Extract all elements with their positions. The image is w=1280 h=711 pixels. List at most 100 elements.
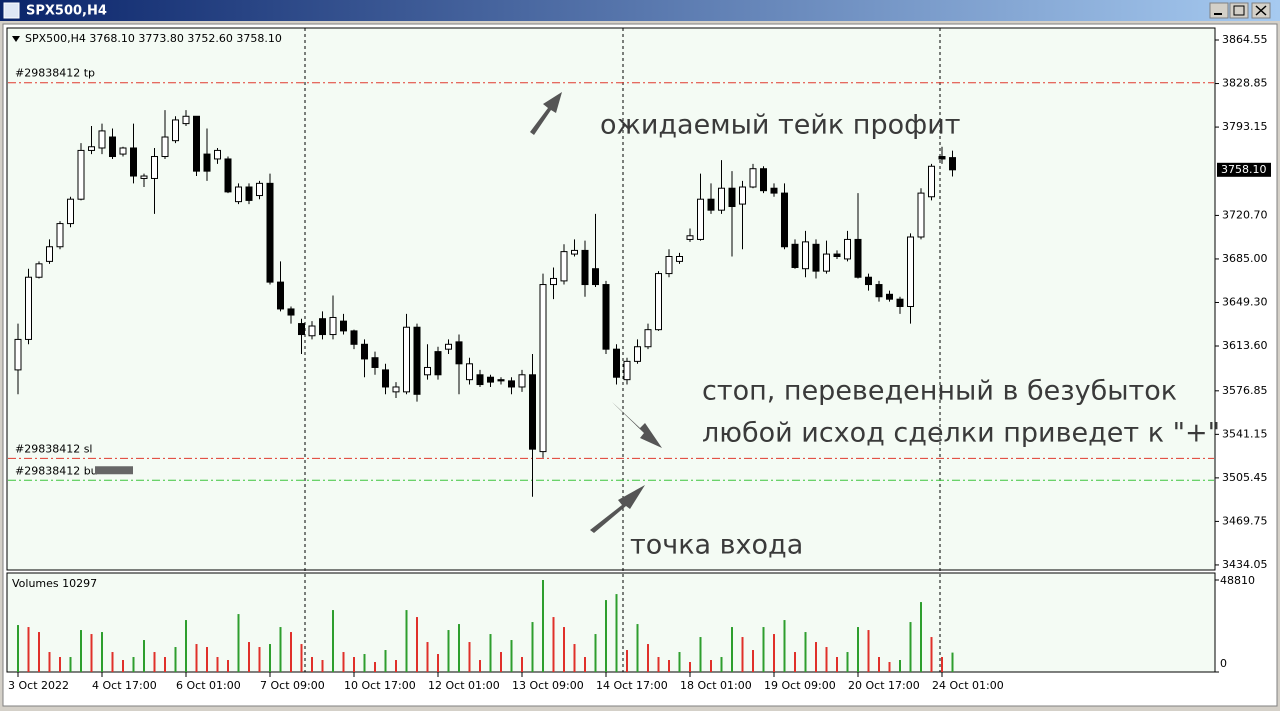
candle-body [77, 149, 85, 200]
volume-bar [647, 644, 649, 672]
candle-body [56, 223, 64, 248]
volume-bar [836, 657, 838, 672]
volume-bar [363, 654, 366, 672]
volume-bar [195, 644, 198, 672]
volume-bar [752, 650, 754, 672]
candle-body [928, 165, 935, 198]
redacted-label [95, 466, 133, 475]
candle-body [781, 192, 788, 248]
candle-body [812, 243, 820, 272]
volume-bar [510, 640, 513, 672]
volume-bar [332, 610, 334, 672]
minimize-button[interactable] [1209, 2, 1229, 19]
x-tick-label: 4 Oct 17:00 [92, 679, 157, 692]
x-tick-label: 6 Oct 01:00 [176, 679, 241, 692]
volume-bar [342, 652, 345, 672]
candle-body [182, 115, 190, 125]
candle-body [550, 277, 557, 286]
level-label: #29838412 tp [15, 67, 95, 80]
volume-bar [678, 652, 681, 672]
candle-body [256, 182, 263, 197]
candle-body [529, 374, 536, 450]
candle-body [686, 235, 694, 240]
volume-bar [416, 617, 418, 672]
candle-body [455, 341, 463, 365]
volume-bar [395, 660, 397, 672]
volume-bar [468, 642, 471, 672]
volume-bar [773, 634, 775, 672]
volume-bar [143, 640, 145, 672]
volume-bar [153, 652, 156, 672]
volume-bar [353, 657, 355, 672]
arrow [530, 92, 562, 135]
volume-bar [636, 624, 639, 672]
volume-bar [237, 614, 240, 672]
volume-bar [699, 637, 702, 672]
candle-body [865, 276, 872, 286]
x-tick-label: 18 Oct 01:00 [680, 679, 752, 692]
candle-body [844, 238, 851, 260]
volume-bar [69, 657, 72, 672]
candle-body [193, 115, 200, 172]
annotation: точка входа [630, 530, 803, 561]
volume-bar [27, 627, 30, 672]
y-tick-label: 3649.30 [1222, 295, 1268, 308]
volume-bar [374, 662, 376, 672]
volume-bar [101, 632, 103, 672]
candle-body [445, 343, 452, 350]
volume-bar [857, 627, 859, 672]
volume-bar [458, 624, 460, 672]
volume-bar [689, 662, 691, 672]
volume-bar [447, 630, 450, 672]
candle-body [382, 369, 389, 388]
candle-body [119, 147, 127, 155]
candle-body [665, 256, 673, 275]
x-tick-label: 19 Oct 09:00 [764, 679, 836, 692]
candle-body [623, 360, 631, 381]
candle-body [151, 156, 158, 179]
volume-bar [825, 647, 828, 672]
x-tick-label: 7 Oct 09:00 [260, 679, 325, 692]
volume-bar [542, 580, 544, 672]
candle-body [25, 276, 32, 340]
candle-body [833, 253, 841, 258]
candle-body [938, 156, 946, 160]
volume-bar [80, 630, 82, 672]
x-tick-label: 12 Oct 01:00 [428, 679, 500, 692]
maximize-button[interactable] [1229, 2, 1249, 19]
y-tick-label: 3720.70 [1222, 208, 1268, 221]
candle-body [613, 348, 620, 378]
candle-body [476, 374, 484, 386]
volume-bar [426, 642, 429, 672]
candle-body [224, 158, 232, 193]
candle-body [571, 249, 578, 255]
candle-body [560, 251, 568, 282]
candle-body [634, 346, 641, 362]
volume-title: Volumes 10297 [12, 577, 97, 590]
candle-body [718, 187, 725, 211]
candle-body [907, 236, 914, 307]
candle-body [371, 357, 379, 368]
close-icon [1255, 5, 1267, 16]
candle-body [886, 293, 893, 300]
candle-body [235, 186, 242, 203]
y-tick-label: 3434.05 [1222, 558, 1268, 571]
candle-body [949, 157, 956, 171]
volume-bar [227, 660, 229, 672]
candle-body [581, 249, 589, 286]
volume-bar [815, 642, 817, 672]
volume-bar [174, 647, 177, 672]
candle-body [707, 198, 715, 211]
candle-body [140, 175, 148, 179]
volume-bar [216, 657, 219, 672]
candle-body [130, 147, 137, 177]
collapse-icon[interactable] [12, 36, 20, 42]
window-buttons[interactable] [1209, 2, 1271, 19]
candle-body [802, 241, 809, 270]
y-tick-label: 3613.60 [1222, 339, 1268, 352]
volume-bar [731, 627, 733, 672]
x-tick-label: 13 Oct 09:00 [512, 679, 584, 692]
current-price-box [1217, 162, 1271, 177]
volume-bar [311, 657, 313, 672]
volume-bar [615, 594, 618, 672]
